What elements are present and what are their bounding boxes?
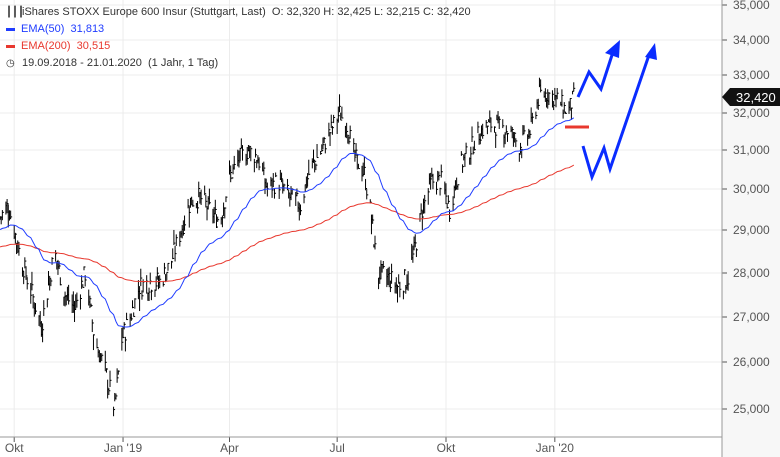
ohlc-bars xyxy=(0,77,576,417)
y-tick-label: 30,000 xyxy=(733,182,770,196)
last-price-tag xyxy=(722,88,780,107)
x-tick-label: Okt xyxy=(437,441,456,455)
last-price-label: 32,420 xyxy=(736,90,776,105)
y-tick-label: 32,000 xyxy=(733,106,770,120)
date-range: 19.09.2018 - 21.01.2020 xyxy=(22,57,142,69)
ema200-value: 30,515 xyxy=(76,40,111,52)
ema50-label[interactable]: EMA(50) xyxy=(21,23,65,35)
ema200-swatch xyxy=(6,44,15,48)
x-tick-label: Apr xyxy=(220,441,239,455)
instrument-title: iShares STOXX Europe 600 Insur (Stuttgar… xyxy=(22,6,266,18)
clock-icon: ◷ xyxy=(6,58,15,69)
arrowhead-icon xyxy=(605,40,620,58)
arrow-up-short xyxy=(576,51,615,98)
y-tick-label: 27,000 xyxy=(733,310,770,324)
y-tick-label: 29,000 xyxy=(733,223,770,237)
ema200-line xyxy=(0,164,575,283)
x-tick-label: Jan '20 xyxy=(536,441,575,455)
period: (1 Jahr, 1 Tag) xyxy=(148,57,219,69)
arrow-up-long xyxy=(581,54,651,182)
x-tick-label: Okt xyxy=(5,441,24,455)
ema50-line xyxy=(0,117,575,328)
y-tick-label: 31,000 xyxy=(733,143,770,157)
y-tick-label: 35,000 xyxy=(733,0,770,12)
x-tick-label: Jul xyxy=(329,441,344,455)
y-tick-label: 26,000 xyxy=(733,355,770,369)
y-tick-label: 25,000 xyxy=(733,402,770,416)
ema50-value: 31,813 xyxy=(70,23,105,35)
y-tick-label: 34,000 xyxy=(733,33,770,47)
ohlc-bars-icon: ┃┃┃ xyxy=(6,7,25,18)
arrowhead-icon xyxy=(645,43,657,60)
x-tick-label: Jan '19 xyxy=(104,441,143,455)
y-tick-label: 28,000 xyxy=(733,266,770,280)
y-axis-panel xyxy=(722,0,780,457)
y-tick-label: 33,000 xyxy=(733,68,770,82)
ema50-swatch xyxy=(6,27,15,31)
legend: ┃┃┃iShares STOXX Europe 600 Insur (Stutt… xyxy=(6,4,471,72)
ohlc-values: O: 32,320 H: 32,425 L: 32,215 C: 32,420 xyxy=(271,6,471,18)
ema200-label[interactable]: EMA(200) xyxy=(21,40,71,52)
